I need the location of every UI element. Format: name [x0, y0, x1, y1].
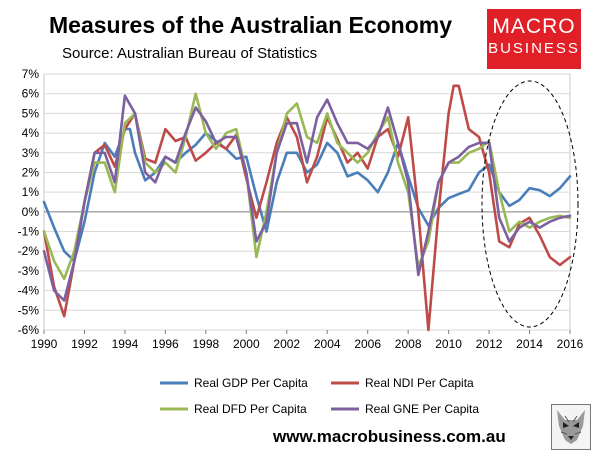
- series-line-2: [42, 92, 572, 281]
- chart-subtitle: Source: Australian Bureau of Statistics: [62, 45, 318, 62]
- x-tick-label: 2000: [233, 337, 260, 351]
- y-tick-label: 7%: [22, 67, 40, 81]
- y-tick-label: -3%: [18, 264, 40, 278]
- chart-title: Measures of the Australian Economy: [49, 12, 453, 38]
- y-tick-label: -4%: [18, 284, 40, 298]
- y-tick-label: 1%: [22, 185, 40, 199]
- macrobusiness-logo[interactable]: MACRO BUSINESS: [487, 9, 581, 69]
- y-tick-label: 4%: [22, 126, 40, 140]
- x-tick-label: 1998: [192, 337, 219, 351]
- x-tick-label: 2016: [557, 337, 584, 351]
- highlight-ellipse: [481, 80, 579, 328]
- y-axis-ticks: 7% 6% 5% 4% 3% 2% 1% 0% -1% -2% -3% -4% -5% -6%: [18, 67, 40, 337]
- y-tick-label: 5%: [22, 106, 40, 120]
- x-tick-label: 2002: [273, 337, 300, 351]
- y-tick-label: -6%: [18, 323, 40, 337]
- x-tick-label: 1994: [112, 337, 139, 351]
- y-tick-label: -2%: [18, 244, 40, 258]
- series-line-3: [42, 94, 572, 302]
- x-tick-label: 2006: [354, 337, 381, 351]
- y-tick-label: 3%: [22, 146, 40, 160]
- x-tick-label: 1992: [71, 337, 98, 351]
- wolf-logo-icon: [551, 404, 591, 450]
- legend-label-1: Real NDI Per Capita: [365, 376, 474, 390]
- x-tick-label: 1996: [152, 337, 179, 351]
- chart-series: [42, 84, 572, 332]
- legend-label-2: Real DFD Per Capita: [194, 402, 307, 416]
- chart-legend: Real GDP Per Capita Real NDI Per Capita Re…: [160, 376, 479, 416]
- x-tick-label: 2012: [476, 337, 503, 351]
- x-tick-label: 2004: [314, 337, 341, 351]
- legend-label-3: Real GNE Per Capita: [365, 402, 479, 416]
- legend-label-0: Real GDP Per Capita: [194, 376, 308, 390]
- y-tick-label: 0%: [22, 205, 40, 219]
- x-tick-label: 2010: [435, 337, 462, 351]
- y-tick-label: 2%: [22, 165, 40, 179]
- logo-text-business: BUSINESS: [488, 40, 580, 57]
- y-tick-label: 6%: [22, 87, 40, 101]
- website-url[interactable]: www.macrobusiness.com.au: [273, 427, 506, 446]
- x-tick-label: 2014: [516, 337, 543, 351]
- x-tick-label: 1990: [31, 337, 58, 351]
- logo-text-macro: MACRO: [492, 15, 576, 38]
- y-tick-label: -1%: [18, 225, 40, 239]
- y-tick-label: -5%: [18, 303, 40, 317]
- x-tick-label: 2008: [395, 337, 422, 351]
- x-axis-ticks: 1990 1992 1994 1996 1998 2000 2002 2004 2006 2008…: [31, 330, 584, 351]
